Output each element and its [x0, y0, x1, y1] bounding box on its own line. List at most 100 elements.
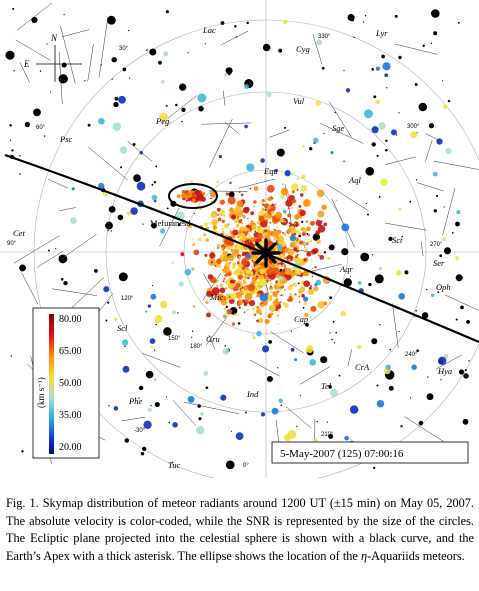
meteor-point	[267, 314, 272, 319]
meteor-point	[238, 234, 242, 237]
meteor-point	[272, 272, 274, 275]
meteor-point	[291, 270, 295, 275]
star-point	[323, 132, 325, 135]
meteor-point	[307, 234, 311, 237]
star-point	[132, 142, 136, 146]
meteor-point	[260, 187, 262, 190]
meteor-point	[398, 292, 406, 300]
meteor-point	[299, 193, 304, 197]
star-point	[154, 401, 160, 408]
meteor-point	[238, 306, 241, 309]
star-point	[462, 418, 469, 425]
constellation-line	[71, 277, 105, 309]
meteor-point	[241, 266, 246, 270]
meteor-point	[233, 263, 236, 266]
star-point	[376, 154, 379, 157]
constellation-line	[269, 331, 304, 354]
meteor-point	[317, 300, 326, 309]
meteor-point	[147, 407, 152, 412]
meteor-point	[216, 180, 219, 184]
meteor-point	[185, 227, 187, 230]
velocity-colorbar: (km s⁻¹) 80.00 65.00 50.00 35.00 20.00	[32, 307, 100, 459]
meteor-point	[279, 287, 282, 291]
svg-text:330°: 330°	[318, 34, 331, 40]
star-point	[422, 44, 425, 47]
svg-text:300°: 300°	[407, 124, 420, 130]
meteor-point	[224, 273, 228, 277]
star-point	[134, 397, 137, 400]
meteor-point	[303, 280, 311, 288]
star-point	[24, 121, 30, 128]
meteor-point	[160, 228, 166, 234]
star-point	[376, 384, 379, 387]
star-point	[237, 322, 241, 325]
meteor-point	[225, 322, 228, 325]
meteor-point	[443, 104, 448, 110]
star-point	[368, 282, 372, 287]
meteor-point	[248, 233, 251, 236]
meteor-point	[240, 232, 246, 238]
meteor-point	[330, 151, 334, 155]
meteor-point	[438, 356, 447, 365]
meteor-point	[292, 282, 298, 287]
meteor-point	[269, 286, 274, 291]
meteor-point	[277, 244, 283, 250]
meteor-point	[227, 196, 236, 205]
label-mic: Mic	[209, 292, 223, 302]
star-point	[155, 165, 158, 168]
meteor-point	[390, 129, 397, 136]
meteor-point	[210, 261, 214, 264]
svg-text:210°: 210°	[321, 432, 334, 438]
star-point	[154, 349, 156, 351]
label-lyr: Lyr	[375, 28, 388, 38]
meteor-point	[298, 281, 301, 284]
svg-text:60°: 60°	[36, 125, 46, 131]
meteor-point	[300, 185, 308, 192]
constellation-line	[435, 354, 462, 370]
meteor-point	[343, 160, 346, 163]
meteor-point	[311, 267, 314, 270]
apex-asterisk	[251, 238, 281, 268]
meteor-point	[219, 209, 226, 215]
meteor-point	[248, 300, 256, 307]
meteor-point	[298, 204, 302, 208]
meteor-point	[284, 256, 287, 260]
meteor-point	[143, 420, 152, 429]
constellation-line	[59, 207, 76, 212]
meteor-point	[244, 292, 253, 301]
meteor-point	[270, 295, 273, 298]
meteor-point	[311, 275, 314, 278]
meteor-point	[375, 99, 380, 105]
star-point	[58, 74, 68, 84]
meteor-point	[443, 354, 449, 359]
star-point	[365, 166, 375, 176]
meteor-point	[243, 278, 246, 281]
meteor-point	[244, 233, 248, 236]
star-point	[175, 103, 178, 107]
meteor-point	[244, 124, 248, 129]
meteor-point	[228, 296, 231, 298]
meteor-point	[205, 238, 210, 243]
meteor-point	[145, 310, 148, 313]
meteor-point	[260, 158, 265, 163]
star-point	[105, 221, 113, 230]
meteor-point	[217, 217, 222, 222]
meteor-point	[98, 117, 105, 125]
label-ser: Ser	[433, 258, 445, 268]
meteor-point	[252, 336, 256, 340]
meteor-point	[103, 286, 110, 293]
star-point	[155, 323, 157, 326]
meteor-point	[203, 233, 207, 237]
meteor-point	[302, 199, 311, 207]
star-point	[365, 202, 367, 205]
star-point	[299, 395, 302, 397]
meteor-point	[216, 279, 219, 282]
meteor-point	[233, 227, 236, 230]
meteor-point	[209, 252, 216, 259]
meteor-point	[243, 311, 246, 314]
meteor-point	[219, 253, 222, 256]
meteor-point	[192, 238, 195, 240]
meteor-point	[287, 228, 292, 233]
label-hya: Hya	[437, 366, 452, 376]
star-point	[338, 374, 341, 377]
